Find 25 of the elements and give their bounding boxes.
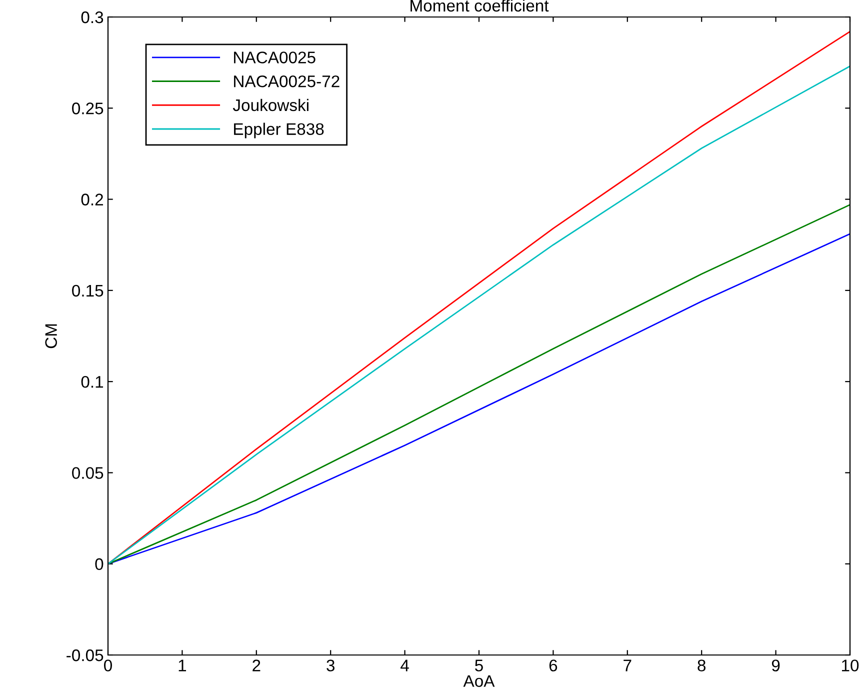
y-tick-label: 0.1 bbox=[81, 376, 104, 388]
y-tick-label: 0 bbox=[95, 558, 104, 570]
y-tick-label: 0.15 bbox=[72, 284, 104, 297]
legend-label: NACA0025-72 bbox=[234, 75, 340, 88]
y-tick-label: -0.05 bbox=[66, 649, 104, 662]
x-tick-label: 7 bbox=[624, 660, 632, 672]
x-tick-label: 3 bbox=[326, 660, 334, 672]
legend-label: Joukowski bbox=[232, 98, 308, 112]
y-axis-title: CM bbox=[45, 324, 57, 348]
x-tick-label: 10 bbox=[842, 660, 859, 672]
legend-label: Eppler E838 bbox=[234, 122, 324, 138]
legend-label: NACA0025 bbox=[234, 52, 316, 64]
x-tick-label: 8 bbox=[698, 660, 706, 672]
x-tick-label: 4 bbox=[400, 660, 409, 672]
x-tick-label: 1 bbox=[178, 660, 186, 672]
x-tick-label: 6 bbox=[549, 660, 558, 672]
y-tick-label: 0.05 bbox=[72, 467, 104, 479]
x-tick-label: 0 bbox=[104, 660, 112, 672]
y-tick-label: 0.2 bbox=[81, 194, 103, 206]
x-tick-label: 5 bbox=[475, 660, 483, 672]
x-tick-label: 2 bbox=[252, 660, 260, 672]
y-tick-label: 0.3 bbox=[81, 11, 104, 24]
x-tick-label: 9 bbox=[772, 660, 780, 672]
x-axis-title: AoA bbox=[463, 675, 495, 687]
y-tick-label: 0.25 bbox=[72, 102, 104, 114]
